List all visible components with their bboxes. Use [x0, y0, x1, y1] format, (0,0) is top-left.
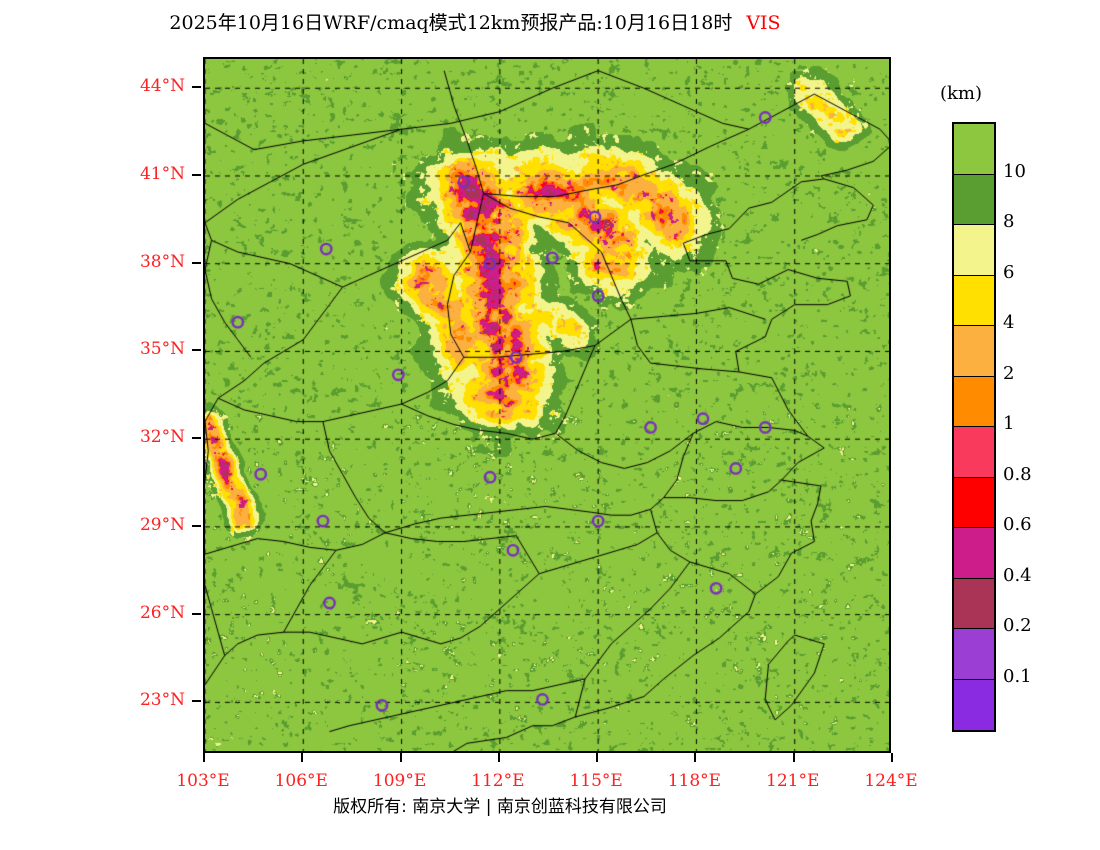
colorbar-tick-label: 10	[1003, 160, 1026, 182]
latitude-axis: 44°N 41°N 38°N 35°N 32°N 29°N 26°N 23°N	[0, 57, 203, 757]
colorbar-tick-label: 0.4	[1003, 564, 1032, 586]
lon-tick-label: 112°E	[471, 771, 525, 791]
colorbar-band	[954, 174, 994, 225]
lat-tick-mark	[192, 173, 201, 176]
lat-tick-mark	[192, 86, 201, 89]
lon-tick-mark	[891, 753, 893, 762]
lat-tick-label: 29°N	[139, 514, 185, 535]
copyright-footer: 版权所有: 南京大学 | 南京创蓝科技有限公司	[333, 797, 667, 817]
lat-tick-label: 35°N	[139, 339, 185, 360]
colorbar-tick-label: 4	[1003, 312, 1015, 333]
colorbar-band	[954, 528, 994, 579]
title-main-text: 2025年10月16日WRF/cmaq模式12km预报产品:10月16日18时	[169, 12, 733, 34]
lat-tick-mark	[192, 261, 201, 264]
lat-tick-label: 38°N	[139, 251, 185, 272]
lon-tick-mark	[399, 753, 402, 762]
colorbar-tick-label: 0.6	[1003, 514, 1032, 535]
longitude-axis: 103°E 106°E 109°E 112°E 115°E 118°E 121°E 124°E	[0, 753, 1000, 793]
colorbar-band	[954, 679, 994, 730]
lat-tick-mark	[192, 524, 201, 527]
lat-tick-mark	[192, 612, 201, 615]
title-variable-text: VIS	[746, 12, 781, 34]
lon-tick-label: 109°E	[372, 771, 427, 791]
lat-tick-mark	[192, 437, 201, 440]
colorbar	[952, 122, 996, 732]
colorbar-tick-label: 0.1	[1003, 665, 1032, 687]
map-plot-area[interactable]	[203, 57, 891, 753]
colorbar-band	[954, 629, 994, 680]
lon-tick-mark	[301, 753, 304, 762]
colorbar-band	[954, 578, 994, 629]
lon-tick-mark	[497, 753, 500, 762]
lon-tick-label: 103°E	[176, 771, 230, 791]
lon-tick-mark	[694, 753, 697, 762]
lon-tick-mark	[792, 753, 795, 762]
lat-tick-label: 44°N	[139, 76, 185, 97]
colorbar-tick-label: 0.2	[1003, 615, 1032, 636]
colorbar-band	[954, 326, 994, 377]
colorbar-band	[954, 477, 994, 528]
colorbar-unit-label: (km)	[940, 83, 983, 104]
lon-tick-label: 121°E	[766, 771, 820, 791]
map-raster-canvas	[205, 59, 889, 751]
lon-tick-label: 118°E	[667, 771, 722, 791]
lon-tick-label: 124°E	[864, 771, 918, 791]
lat-tick-label: 32°N	[139, 427, 185, 448]
lat-tick-label: 41°N	[139, 163, 185, 184]
colorbar-band	[954, 225, 994, 276]
lat-tick-label: 23°N	[139, 690, 185, 711]
lon-tick-label: 115°E	[569, 771, 623, 791]
colorbar-band	[954, 376, 994, 427]
colorbar-band	[954, 275, 994, 326]
colorbar-band	[954, 427, 994, 478]
colorbar-tick-label: 1	[1003, 413, 1015, 434]
lon-tick-mark	[203, 753, 205, 762]
colorbar-tick-label: 8	[1003, 211, 1015, 232]
chart-title: 2025年10月16日WRF/cmaq模式12km预报产品:10月16日18时 V…	[0, 8, 950, 35]
lat-tick-label: 26°N	[139, 602, 185, 623]
colorbar-tick-label: 6	[1003, 261, 1015, 283]
lat-tick-mark	[192, 349, 201, 352]
colorbar-band	[954, 124, 994, 175]
colorbar-tick-label: 2	[1003, 362, 1015, 384]
lon-tick-label: 106°E	[274, 771, 328, 791]
lat-tick-mark	[192, 700, 201, 703]
colorbar-tick-label: 0.8	[1003, 463, 1032, 485]
lon-tick-mark	[596, 753, 599, 762]
